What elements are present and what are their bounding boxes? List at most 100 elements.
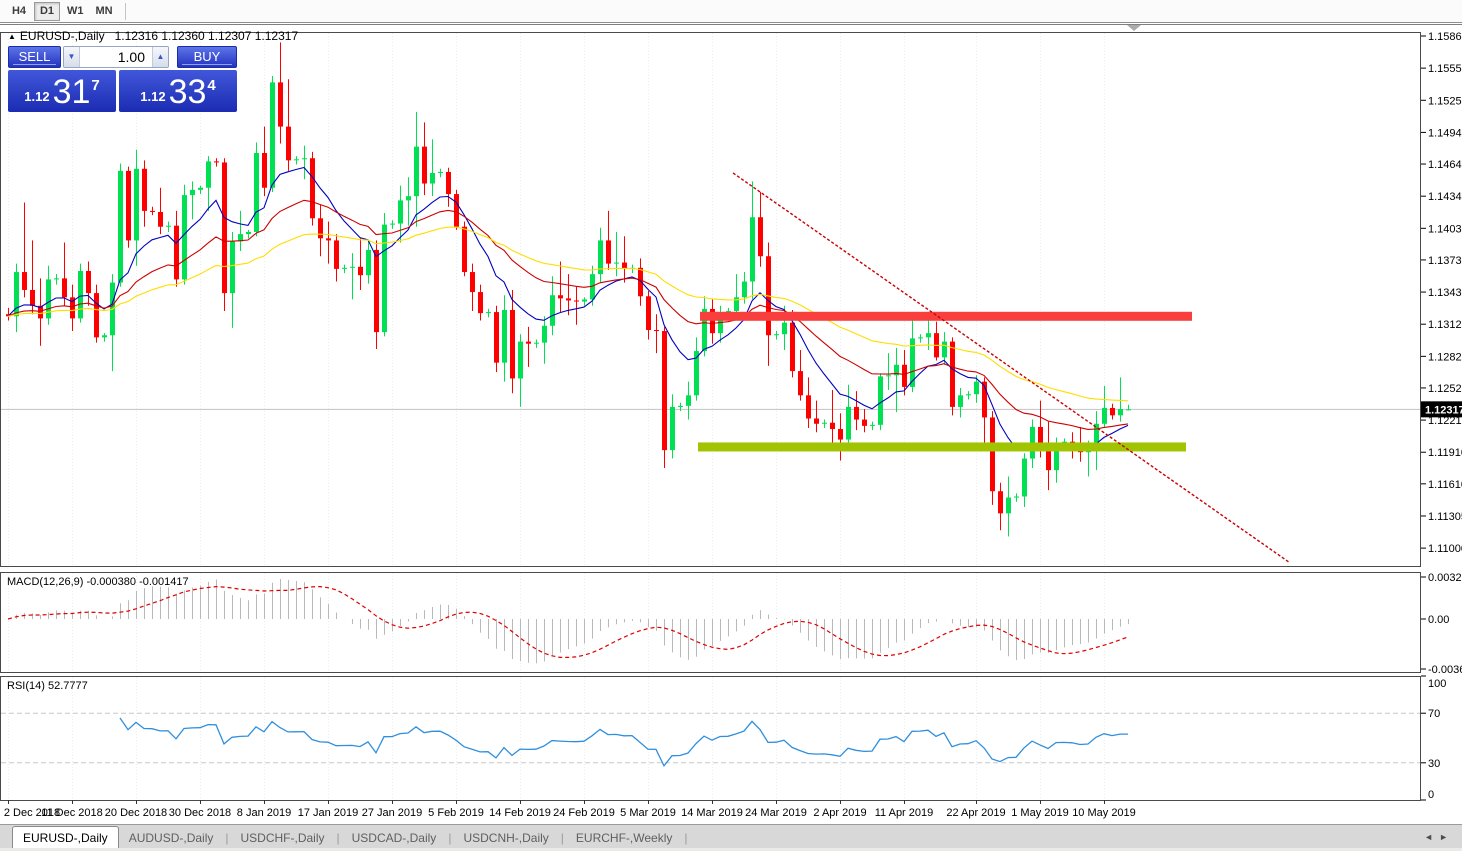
chart-symbol-period: EURUSD-,Daily <box>19 29 105 43</box>
svg-text:24 Mar 2019: 24 Mar 2019 <box>745 807 807 819</box>
svg-text:0: 0 <box>1428 789 1434 801</box>
svg-text:1.11305: 1.11305 <box>1428 511 1462 523</box>
resistance-line <box>700 311 1192 321</box>
svg-text:1.13735: 1.13735 <box>1428 255 1462 267</box>
rsi-levels <box>1 712 1420 764</box>
sell-price-point: 7 <box>91 77 100 94</box>
svg-text:1.14340: 1.14340 <box>1428 191 1462 203</box>
candlestick-series <box>6 42 1131 537</box>
svg-text:17 Jan 2019: 17 Jan 2019 <box>298 807 359 819</box>
panel-borders <box>0 32 1421 801</box>
macd-indicator-label: MACD(12,26,9) -0.000380 -0.001417 <box>7 576 189 588</box>
svg-text:20 Dec 2018: 20 Dec 2018 <box>105 807 167 819</box>
chart-objects <box>698 172 1291 564</box>
grid-lines <box>8 33 1105 799</box>
svg-text:1.12820: 1.12820 <box>1428 351 1462 363</box>
tab-scroll-left-icon[interactable]: ◄ <box>1424 832 1440 842</box>
svg-text:10 May 2019: 10 May 2019 <box>1072 807 1136 819</box>
svg-text:27 Jan 2019: 27 Jan 2019 <box>362 807 423 819</box>
svg-text:1.15250: 1.15250 <box>1428 95 1462 107</box>
svg-text:1.14945: 1.14945 <box>1428 127 1462 139</box>
toolbar-separator <box>124 2 126 20</box>
buy-price-pips: 33 <box>168 73 207 111</box>
tab-usdchf-daily[interactable]: USDCHF-,Daily <box>240 831 325 845</box>
tab-scroll-arrows[interactable]: ◄► <box>1424 832 1454 848</box>
macd-histogram <box>16 579 1129 664</box>
svg-text:24 Feb 2019: 24 Feb 2019 <box>553 807 615 819</box>
svg-text:8 Jan 2019: 8 Jan 2019 <box>237 807 291 819</box>
tab-usdcnh-daily[interactable]: USDCNH-,Daily <box>463 831 549 845</box>
svg-text:0.003287: 0.003287 <box>1428 572 1462 584</box>
svg-text:0.00: 0.00 <box>1428 614 1449 626</box>
sell-price-pips: 31 <box>52 73 91 111</box>
lot-decrease-icon[interactable]: ▼ <box>64 47 80 67</box>
svg-text:1.11910: 1.11910 <box>1428 447 1462 459</box>
sell-price-prefix: 1.12 <box>24 89 50 104</box>
timeframe-button-d1[interactable]: D1 <box>34 1 60 21</box>
lot-size-control: ▼ 1.00 ▲ <box>63 46 169 68</box>
svg-text:1 May 2019: 1 May 2019 <box>1011 807 1068 819</box>
timeframe-button-mn[interactable]: MN <box>95 4 113 17</box>
svg-text:5 Mar 2019: 5 Mar 2019 <box>620 807 676 819</box>
descending-trendline <box>732 172 1291 564</box>
timeframe-button-w1[interactable]: W1 <box>67 4 84 17</box>
rsi-indicator-label: RSI(14) 52.7777 <box>7 680 88 692</box>
sell-button[interactable]: SELL <box>8 46 61 68</box>
svg-text:1.12215: 1.12215 <box>1428 415 1462 427</box>
svg-text:2 Dec 2018: 2 Dec 2018 <box>4 807 60 819</box>
svg-text:11 Dec 2018: 11 Dec 2018 <box>41 807 103 819</box>
svg-text:1.12317: 1.12317 <box>1425 404 1462 416</box>
buy-price-panel[interactable]: 1.12 33 4 <box>119 70 237 112</box>
moving-averages <box>7 166 1129 452</box>
svg-text:1.13125: 1.13125 <box>1428 319 1462 331</box>
svg-text:22 Apr 2019: 22 Apr 2019 <box>946 807 1005 819</box>
tab-separator: | <box>448 831 452 845</box>
tab-audusd-daily[interactable]: AUDUSD-,Daily <box>128 831 214 845</box>
svg-text:1.15555: 1.15555 <box>1428 63 1462 75</box>
lot-size-input[interactable]: 1.00 <box>80 47 152 67</box>
chart-ohlc-values: 1.12316 1.12360 1.12307 1.12317 <box>114 29 299 43</box>
buy-price-prefix: 1.12 <box>140 89 166 104</box>
tab-separator: | <box>560 831 564 845</box>
svg-text:1.15860: 1.15860 <box>1428 31 1462 43</box>
support-line <box>698 442 1186 452</box>
svg-text:1.14645: 1.14645 <box>1428 159 1462 171</box>
tab-separator: | <box>684 831 688 845</box>
tab-eurusd-daily[interactable]: EURUSD-,Daily <box>12 826 119 848</box>
status-strip <box>0 848 1462 851</box>
svg-text:30 Dec 2018: 30 Dec 2018 <box>169 807 231 819</box>
rsi-line <box>119 717 1128 768</box>
collapse-triangle-icon[interactable]: ▲ <box>8 32 16 41</box>
price-axis: 1.15860 1.15555 1.15250 1.14945 1.14645 1.143… <box>1421 31 1462 801</box>
tab-eurchf-weekly[interactable]: EURCHF-,Weekly <box>575 831 673 845</box>
timeframe-button-h4[interactable]: H4 <box>11 4 27 17</box>
buy-button[interactable]: BUY <box>177 46 237 68</box>
svg-text:14 Feb 2019: 14 Feb 2019 <box>489 807 551 819</box>
svg-text:70: 70 <box>1428 708 1440 720</box>
svg-text:1.11000: 1.11000 <box>1428 543 1462 555</box>
svg-text:1.11610: 1.11610 <box>1428 479 1462 491</box>
tab-separator: | <box>336 831 340 845</box>
svg-text:100: 100 <box>1428 678 1446 690</box>
scroll-to-end-icon <box>1127 25 1141 31</box>
chart-tab-bar: EURUSD-,Daily AUDUSD-,Daily | USDCHF-,Da… <box>0 824 1462 848</box>
macd-signal-line <box>7 585 1129 659</box>
lot-increase-icon[interactable]: ▲ <box>152 47 168 67</box>
timeframe-toolbar: H4 D1 W1 MN <box>0 0 1462 23</box>
svg-text:30: 30 <box>1428 758 1440 770</box>
svg-text:1.14035: 1.14035 <box>1428 223 1462 235</box>
tab-scroll-right-icon[interactable]: ► <box>1439 832 1454 842</box>
sell-price-panel[interactable]: 1.12 31 7 <box>8 70 116 112</box>
svg-text:1.13430: 1.13430 <box>1428 287 1462 299</box>
one-click-trading-widget: SELL ▼ 1.00 ▲ BUY 1.12 31 7 1.12 33 4 <box>8 46 237 112</box>
tab-separator: | <box>225 831 229 845</box>
tab-usdcad-daily[interactable]: USDCAD-,Daily <box>351 831 437 845</box>
chart-window-border <box>0 24 1462 25</box>
svg-text:11 Apr 2019: 11 Apr 2019 <box>875 807 934 819</box>
svg-text:2 Apr 2019: 2 Apr 2019 <box>813 807 866 819</box>
current-price-box <box>1421 401 1462 418</box>
svg-text:5 Feb 2019: 5 Feb 2019 <box>428 807 484 819</box>
svg-text:14 Mar 2019: 14 Mar 2019 <box>681 807 743 819</box>
